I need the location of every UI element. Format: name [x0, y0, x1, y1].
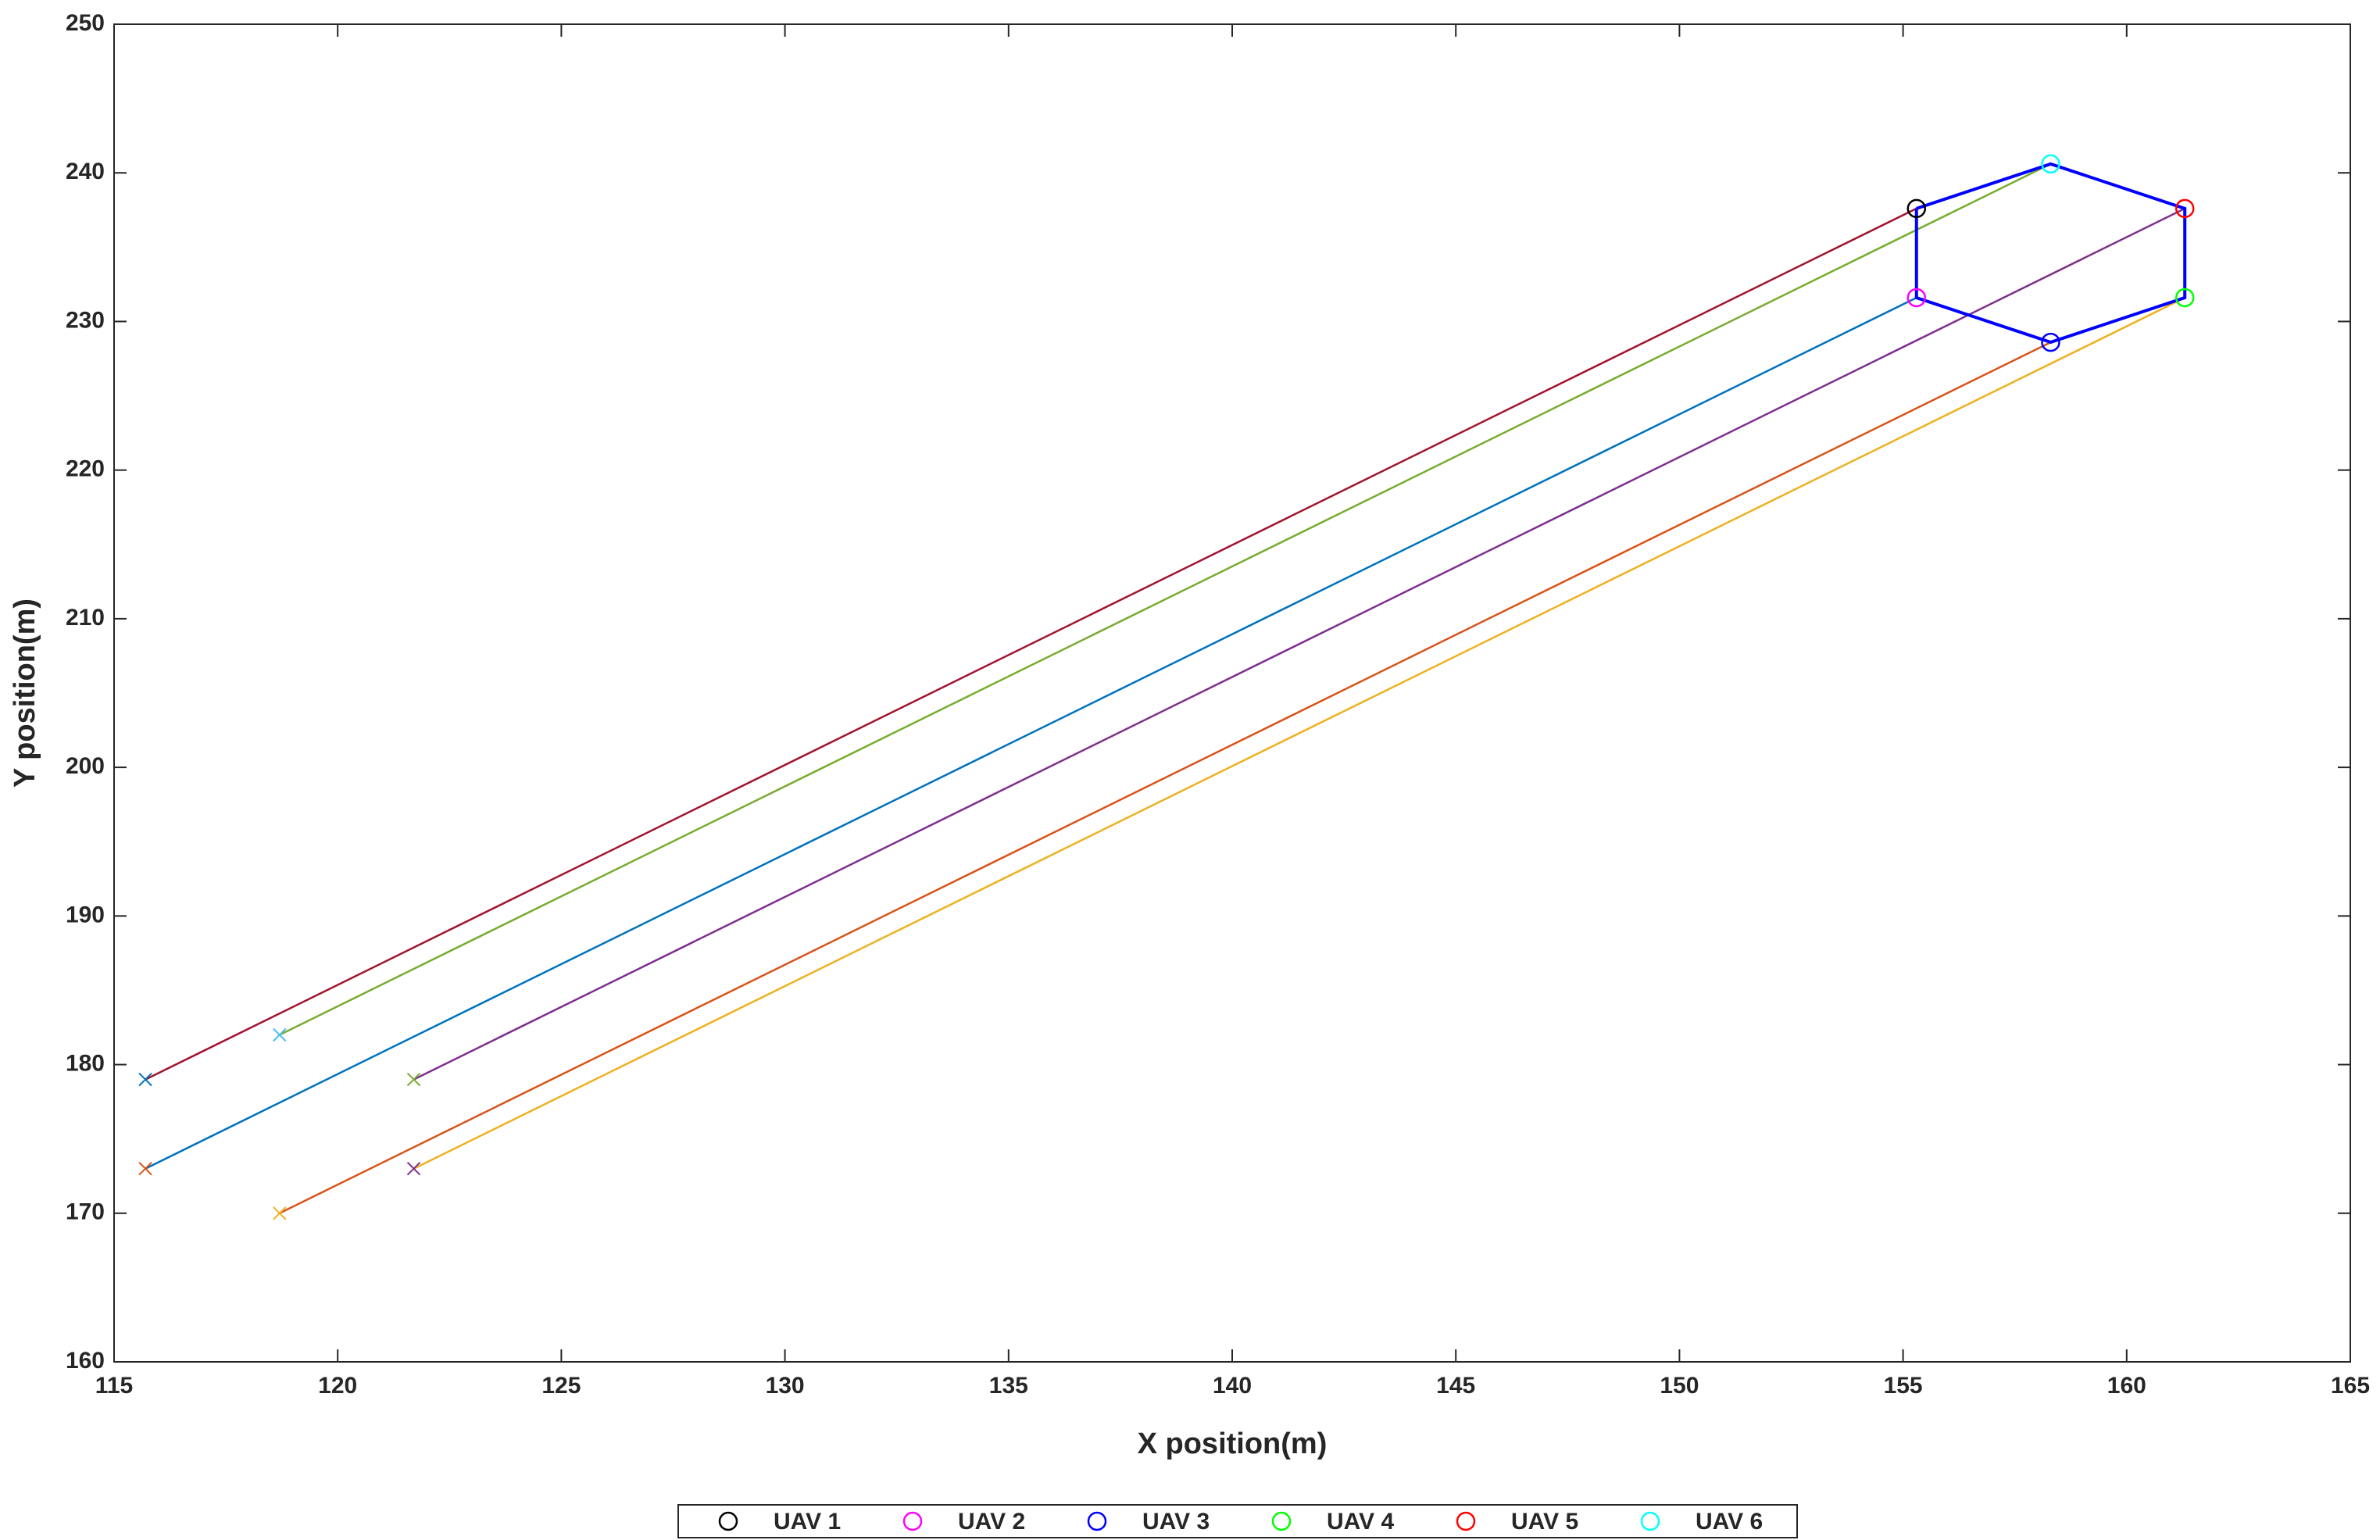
y-tick-label: 250	[66, 10, 105, 36]
y-tick-label: 180	[66, 1050, 105, 1076]
legend-label: UAV 5	[1511, 1509, 1578, 1535]
legend-label: UAV 2	[958, 1509, 1025, 1535]
legend-label: UAV 4	[1327, 1509, 1394, 1535]
start-marker-stroke	[273, 1206, 287, 1220]
start-marker-stroke	[138, 1072, 152, 1087]
end-marker	[2041, 332, 2060, 352]
legend-marker	[718, 1511, 738, 1531]
legend-label: UAV 3	[1142, 1509, 1210, 1535]
start-marker	[406, 1072, 421, 1087]
legend-marker	[902, 1511, 923, 1531]
y-axis-label: Y position(m)	[9, 598, 41, 788]
x-tick-label: 145	[1436, 1373, 1475, 1399]
legend-label: UAV 6	[1696, 1509, 1763, 1535]
start-marker	[138, 1162, 152, 1176]
x-tick-label: 140	[1213, 1373, 1252, 1399]
x-tick-label: 150	[1660, 1373, 1699, 1399]
start-marker-stroke	[138, 1162, 152, 1176]
end-marker	[2175, 288, 2195, 308]
x-tick-label: 115	[95, 1373, 133, 1399]
x-tick-label: 155	[1884, 1373, 1923, 1399]
start-marker	[273, 1027, 287, 1042]
y-tick-label: 240	[66, 159, 105, 184]
start-marker-stroke	[273, 1027, 287, 1042]
end-marker	[2175, 198, 2195, 219]
start-marker	[138, 1072, 152, 1087]
y-tick-label: 230	[66, 307, 105, 333]
x-tick-label: 130	[766, 1373, 805, 1399]
legend-marker	[1456, 1511, 1476, 1531]
y-tick-label: 220	[66, 456, 105, 482]
trajectory	[279, 341, 2052, 1214]
legend-marker	[1640, 1511, 1660, 1531]
end-marker	[1907, 288, 1927, 308]
y-tick-label: 210	[66, 605, 105, 631]
start-marker	[273, 1206, 287, 1220]
x-tick-label: 165	[2331, 1373, 2370, 1399]
plot-frame	[113, 23, 2351, 1363]
x-tick-label: 125	[541, 1373, 581, 1399]
x-tick-label: 120	[318, 1373, 357, 1399]
x-axis-label: X position(m)	[1138, 1427, 1328, 1460]
end-marker	[2041, 154, 2060, 174]
trajectory	[145, 207, 1917, 1081]
y-tick-label: 200	[66, 753, 105, 779]
legend-marker	[1087, 1511, 1107, 1531]
trajectory	[145, 296, 1917, 1170]
x-tick-label: 160	[2107, 1373, 2146, 1399]
trajectory	[413, 207, 2185, 1081]
formation	[1914, 162, 2187, 345]
trajectory	[279, 163, 2052, 1036]
legend-label: UAV 1	[774, 1509, 841, 1535]
start-marker-stroke	[406, 1072, 421, 1087]
legend-box	[677, 1504, 1798, 1538]
x-tick-label: 135	[989, 1373, 1028, 1399]
y-tick-label: 160	[66, 1348, 105, 1374]
start-marker-stroke	[406, 1162, 421, 1176]
end-marker	[1907, 198, 1927, 219]
start-marker	[406, 1162, 421, 1176]
trajectory	[413, 296, 2185, 1170]
y-tick-label: 190	[66, 902, 105, 927]
y-tick-label: 170	[66, 1199, 105, 1225]
legend-marker	[1271, 1511, 1292, 1531]
